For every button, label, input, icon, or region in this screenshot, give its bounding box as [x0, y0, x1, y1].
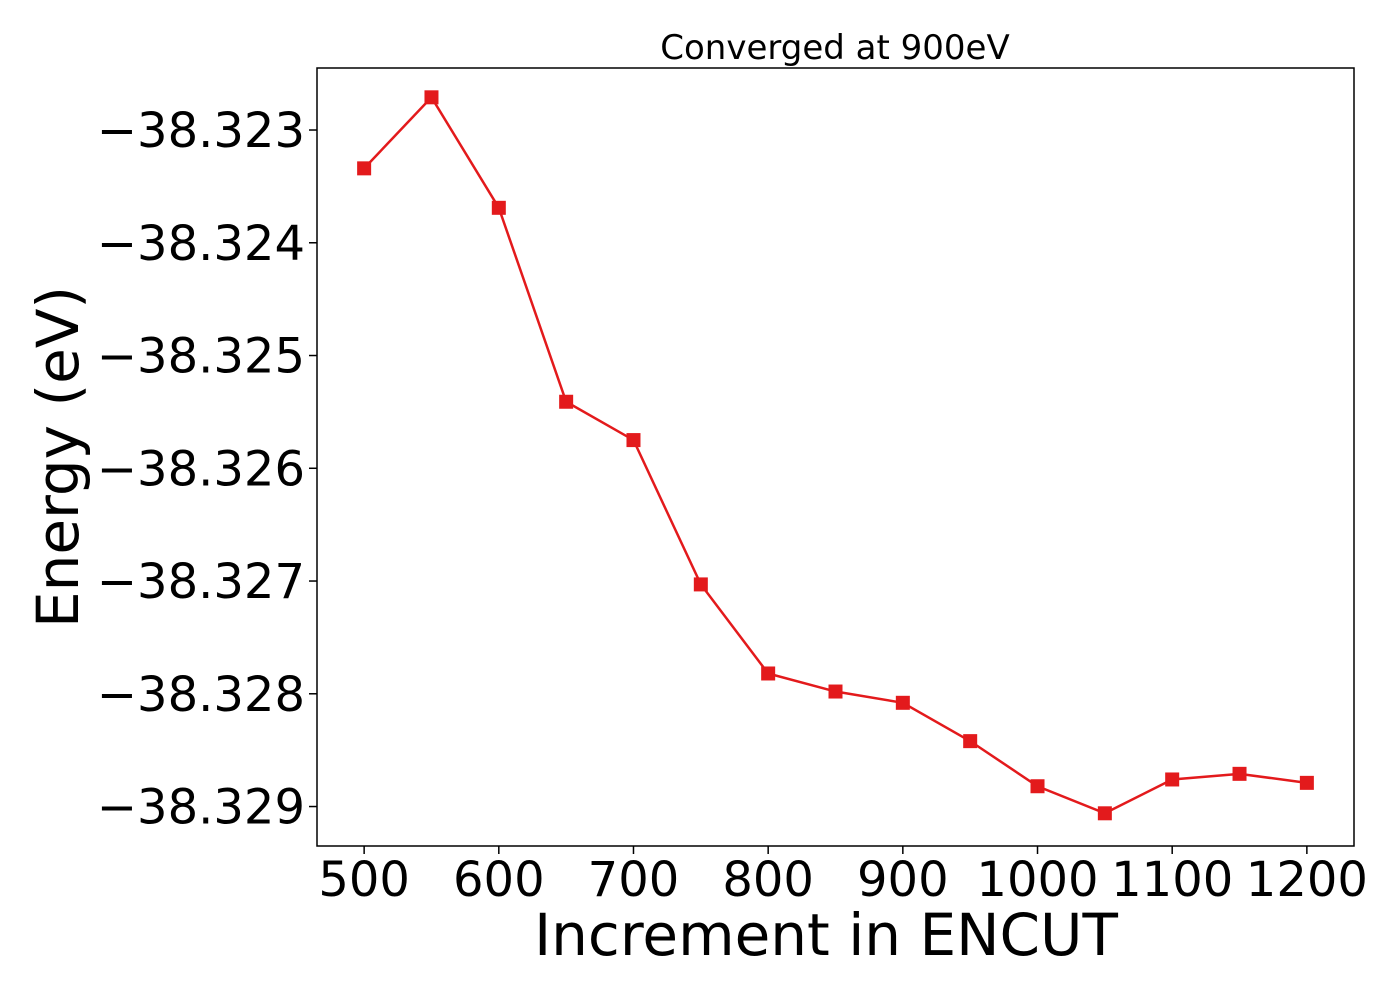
data-point-marker: [828, 684, 843, 699]
data-point-marker: [761, 666, 776, 681]
data-point-marker: [895, 695, 910, 710]
data-point-marker: [693, 577, 708, 592]
x-tick-label: 1200: [1246, 852, 1368, 908]
x-tick-label: 600: [453, 852, 545, 908]
y-tick-label: −38.328: [97, 667, 305, 723]
data-point-marker: [1097, 806, 1112, 821]
data-point-marker: [491, 200, 506, 215]
data-point-marker: [1299, 775, 1314, 790]
data-point-marker: [1165, 772, 1180, 787]
data-point-marker: [1232, 766, 1247, 781]
data-point-marker: [424, 90, 439, 105]
data-point-marker: [1030, 779, 1045, 794]
x-axis: 500 600 700 800 900 1000 1100 1200: [318, 846, 1368, 908]
x-tick-label: 500: [318, 852, 410, 908]
x-axis-label: Increment in ENCUT: [534, 901, 1118, 969]
data-point-marker: [357, 161, 372, 176]
x-tick-label: 800: [722, 852, 814, 908]
x-tick-label: 700: [588, 852, 680, 908]
x-tick-label: 1000: [976, 852, 1098, 908]
y-tick-label: −38.327: [97, 554, 305, 610]
x-tick-label: 1100: [1111, 852, 1233, 908]
data-point-marker: [626, 433, 641, 448]
y-tick-label: −38.325: [97, 329, 305, 385]
y-axis-label: Energy (eV): [24, 286, 92, 628]
plot-area: [357, 90, 1314, 821]
chart-title: Converged at 900eV: [660, 28, 1009, 68]
y-tick-label: −38.329: [97, 780, 305, 836]
y-tick-label: −38.324: [97, 216, 305, 272]
plot-frame: [316, 67, 1355, 847]
data-point-marker: [963, 734, 978, 749]
data-point-marker: [559, 394, 574, 409]
x-tick-label: 900: [857, 852, 949, 908]
y-axis: −38.323 −38.324 −38.325 −38.326 −38.327 −38.3…: [97, 103, 317, 836]
y-tick-label: −38.326: [97, 441, 305, 497]
y-tick-label: −38.323: [97, 103, 305, 159]
